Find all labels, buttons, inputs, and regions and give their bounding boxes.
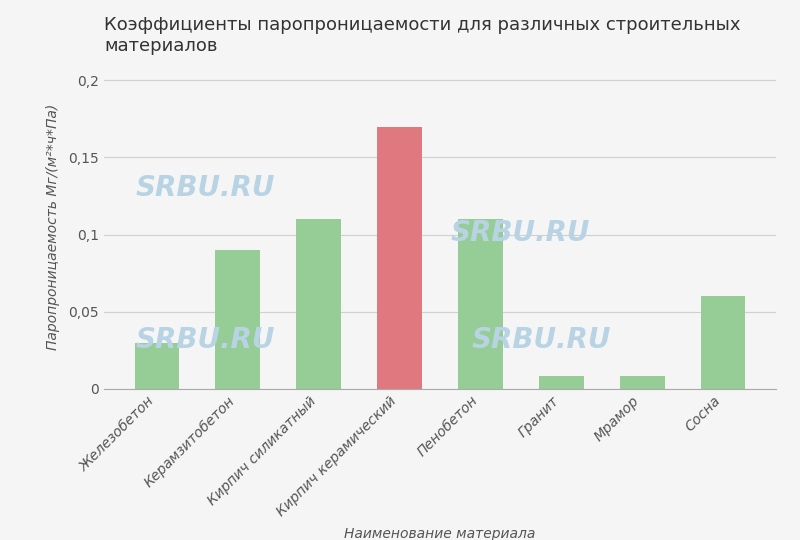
Text: Коэффициенты паропроницаемости для различных строительных
материалов: Коэффициенты паропроницаемости для разли…	[104, 16, 741, 55]
Bar	[620, 376, 665, 389]
Bar	[134, 342, 179, 389]
Text: SRBU.RU: SRBU.RU	[135, 326, 274, 354]
Bar	[539, 376, 584, 389]
Text: SRBU.RU: SRBU.RU	[451, 219, 590, 247]
Text: SRBU.RU: SRBU.RU	[471, 326, 610, 354]
Bar	[458, 219, 502, 389]
Bar	[378, 126, 422, 389]
Bar	[215, 250, 260, 389]
Bar	[296, 219, 341, 389]
Text: SRBU.RU: SRBU.RU	[135, 174, 274, 202]
Bar	[701, 296, 746, 389]
Y-axis label: Паропроницаемость Мг/(м²*ч*Па): Паропроницаемость Мг/(м²*ч*Па)	[46, 104, 60, 350]
X-axis label: Наименование материала: Наименование материала	[344, 527, 536, 540]
